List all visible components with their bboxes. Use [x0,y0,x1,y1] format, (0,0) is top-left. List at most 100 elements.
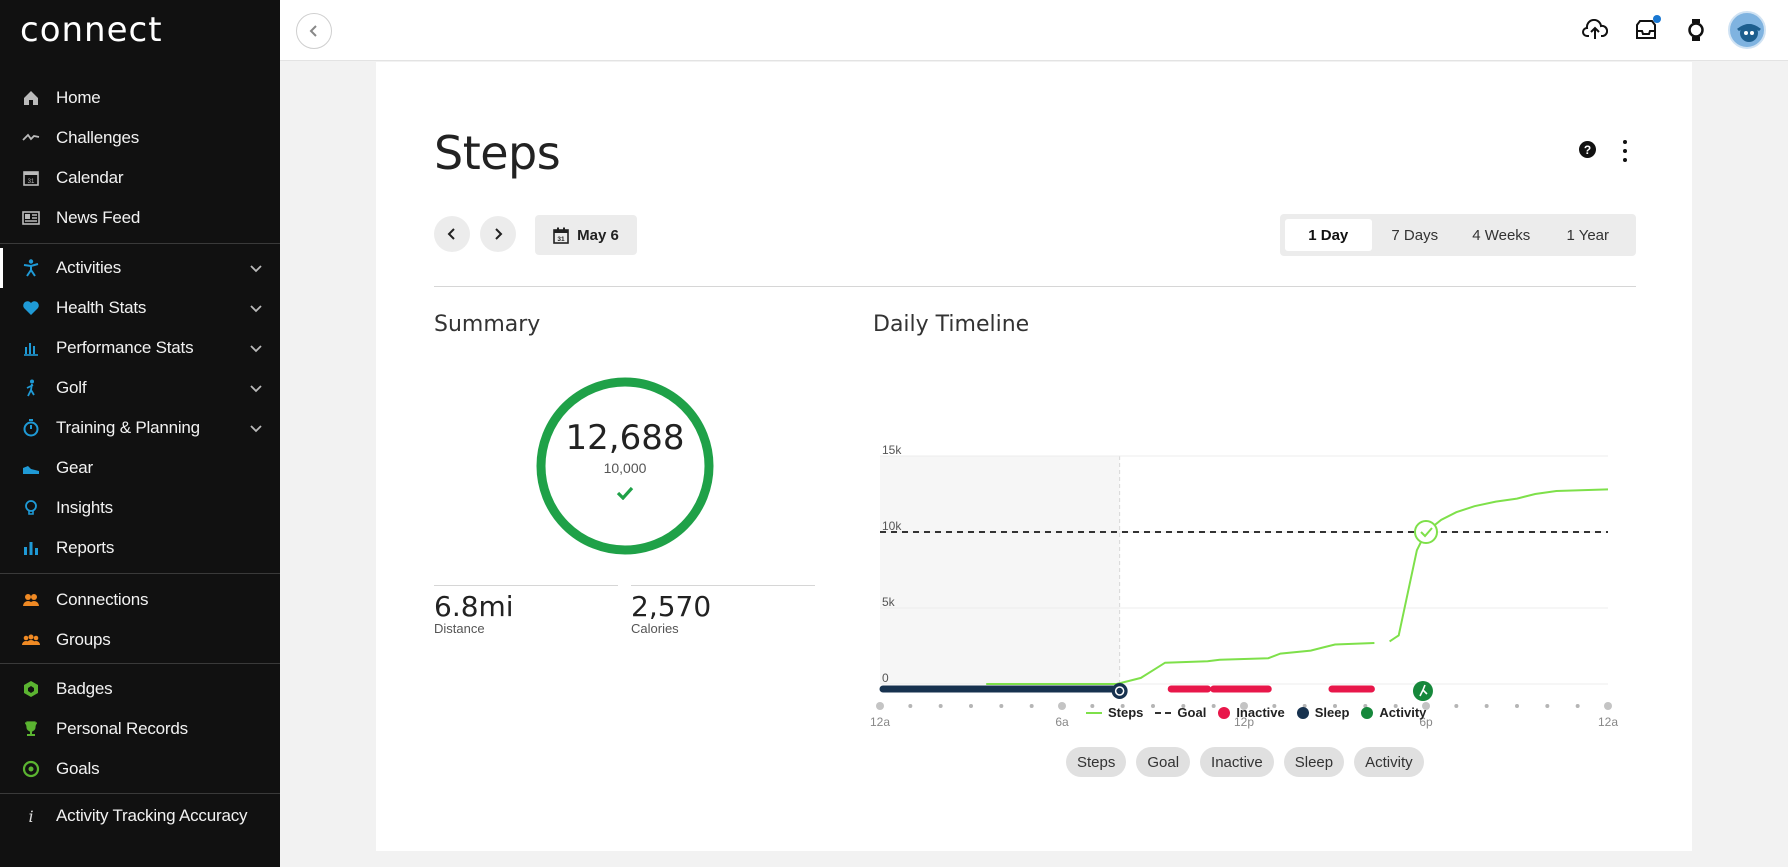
activities-icon [20,257,42,279]
sidebar-divider [0,793,280,794]
x-tick-label: 12a [870,715,890,729]
legend-swatch [1361,706,1374,719]
sidebar-item-personal-records[interactable]: Personal Records [0,709,280,749]
hour-dot [1120,704,1125,708]
sidebar-item-goals[interactable]: Goals [0,749,280,789]
lightbulb-icon [20,497,42,519]
trophy-icon [20,718,42,740]
toggle-activity-button[interactable]: Activity [1354,747,1424,777]
hour-dot [908,704,913,708]
hour-dot [1240,702,1248,710]
hour-dot [1211,704,1216,708]
sidebar-item-label: Personal Records [56,719,188,738]
date-picker-button[interactable]: 31 May 6 [535,215,637,255]
groups-icon [20,629,42,651]
shoe-icon [20,457,42,479]
legend-label: Goal [1177,705,1207,720]
alarm-clock-icon [1114,686,1125,696]
chevron-right-icon [495,228,503,240]
chevron-down-icon[interactable] [248,340,264,356]
runner-icon [1419,684,1428,697]
sidebar-item-news-feed[interactable]: News Feed [0,198,280,238]
divider [434,286,1636,287]
steps-card: Steps ? 31 May 6 1 Day 7 Days 4 Weeks 1 Yea… [376,62,1692,851]
sidebar-item-insights[interactable]: Insights [0,488,280,528]
sidebar-item-label: Reports [56,538,115,557]
sidebar-item-label: Challenges [56,128,140,147]
chevron-down-icon[interactable] [248,420,264,436]
hour-dot [1393,704,1398,708]
steps-goal: 10,000 [603,460,647,476]
sidebar-item-health-stats[interactable]: Health Stats [0,288,280,328]
sidebar-item-golf[interactable]: Golf [0,368,280,408]
chevron-down-icon[interactable] [248,260,264,276]
more-options-icon[interactable] [1621,140,1629,162]
legend-label: Inactive [1236,705,1285,720]
sidebar-item-performance-stats[interactable]: Performance Stats [0,328,280,368]
sidebar-item-home[interactable]: Home [0,78,280,118]
sidebar-item-label: Activity Tracking Accuracy [56,806,248,825]
sidebar-item-reports[interactable]: Reports [0,528,280,568]
bar-chart-icon [20,337,42,359]
sidebar-item-label: Health Stats [56,298,147,317]
hour-dot [1422,702,1430,710]
toggle-goal-button[interactable]: Goal [1136,747,1191,777]
series-toggles: Steps Goal Inactive Sleep Activity [1066,747,1424,777]
legend-label: Activity [1379,705,1427,720]
sidebar-item-activity-tracking-accuracy[interactable]: i Activity Tracking Accuracy [0,796,280,836]
stopwatch-icon [20,417,42,439]
sidebar-divider [0,663,280,664]
hour-dot [938,704,943,708]
inbox-icon[interactable] [1631,15,1661,45]
range-1-year-button[interactable]: 1 Year [1566,226,1610,244]
sidebar-group: Connections Groups [0,580,280,660]
y-tick-label: 5k [882,595,896,609]
sidebar-group: Badges Personal Records Goals [0,669,280,789]
sidebar-item-connections[interactable]: Connections [0,580,280,620]
sidebar-item-activities[interactable]: Activities [0,248,280,288]
steps-series-line [986,642,1375,685]
date-label: May 6 [577,226,619,244]
range-7-days-button[interactable]: 7 Days [1391,226,1439,244]
help-icon[interactable]: ? [1579,141,1596,158]
sidebar-item-calendar[interactable]: 31 Calendar [0,158,280,198]
hour-dot [1604,702,1612,710]
sidebar-group: Home Challenges 31 Calendar News Feed [0,78,280,238]
target-icon [20,758,42,780]
previous-date-button[interactable] [434,216,470,252]
sidebar-item-gear[interactable]: Gear [0,448,280,488]
daily-timeline-chart: 0 5k 10k 15k 12a 6a 12p 6p 12a [864,378,1624,738]
hour-dot [1545,704,1550,708]
watch-icon[interactable] [1681,15,1711,45]
night-shading [880,456,1120,684]
avatar[interactable] [1728,11,1766,49]
toggle-inactive-button[interactable]: Inactive [1200,747,1274,777]
distance-label: Distance [434,621,485,636]
range-1-day-button[interactable]: 1 Day [1285,219,1372,251]
sidebar-item-training-and-planning[interactable]: Training & Planning [0,408,280,448]
x-tick-label: 12a [1598,715,1618,729]
notification-dot [1653,15,1661,23]
chevron-down-icon[interactable] [248,300,264,316]
next-date-button[interactable] [480,216,516,252]
hour-dot [1454,704,1459,708]
hour-dot [1575,704,1580,708]
home-icon [20,87,42,109]
distance-stat: 6.8mi Distance [434,585,618,636]
reports-icon [20,537,42,559]
sidebar-item-label: Groups [56,630,111,649]
chevron-down-icon[interactable] [248,380,264,396]
connect-logo[interactable]: connect [20,10,163,50]
toggle-sleep-button[interactable]: Sleep [1283,747,1345,777]
legend-swatch [1218,706,1231,719]
range-4-weeks-button[interactable]: 4 Weeks [1472,226,1531,244]
sidebar-item-label: Home [56,88,101,107]
collapse-sidebar-button[interactable] [296,13,332,49]
legend-inactive: Inactive [1218,705,1285,720]
legend-swatch [1155,711,1172,714]
upload-cloud-icon[interactable] [1580,15,1610,45]
sidebar-item-badges[interactable]: Badges [0,669,280,709]
sidebar-item-groups[interactable]: Groups [0,620,280,660]
toggle-steps-button[interactable]: Steps [1066,747,1127,777]
sidebar-item-challenges[interactable]: Challenges [0,118,280,158]
